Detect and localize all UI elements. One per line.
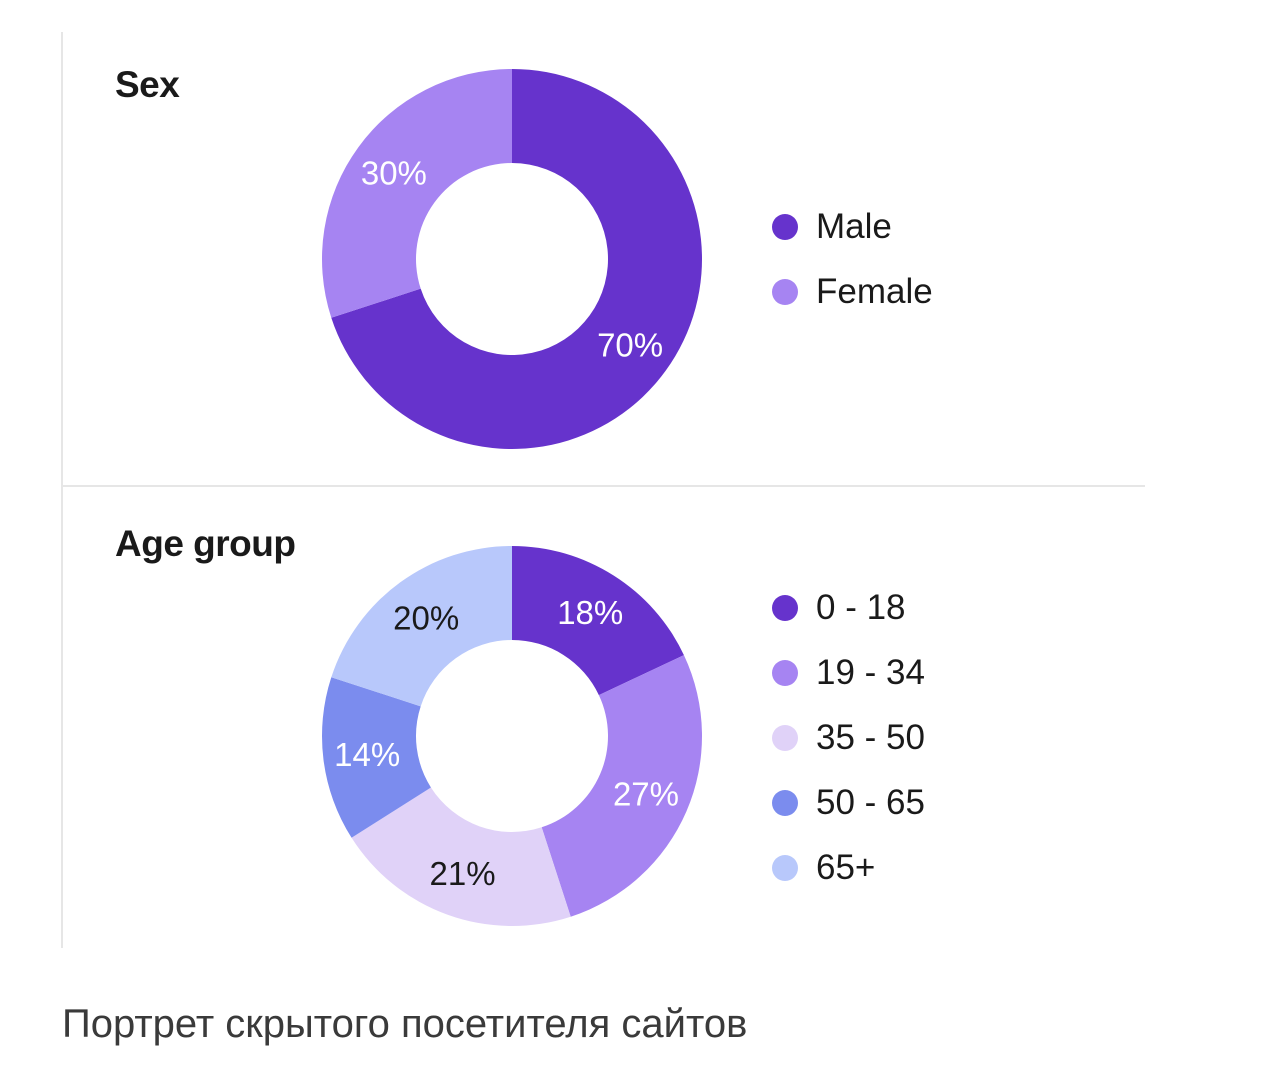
slice-female — [322, 69, 512, 318]
legend-swatch — [772, 278, 798, 305]
legend-swatch — [772, 789, 798, 816]
legend-item-male: Male — [772, 194, 933, 259]
data-label-0-18: 18% — [557, 594, 623, 631]
sex-donut-chart: 70% 30% — [322, 69, 702, 449]
legend-swatch — [772, 213, 798, 240]
legend-label: 65+ — [816, 847, 876, 887]
slice-35-50 — [351, 787, 571, 926]
age-chart-title: Age group — [115, 523, 296, 564]
data-label-female: 30% — [361, 155, 427, 192]
data-label-19-34: 27% — [613, 775, 679, 812]
legend-item-19-34: 19 - 34 — [772, 640, 925, 705]
legend-item-50-65: 50 - 65 — [772, 770, 925, 835]
legend-swatch — [772, 854, 798, 881]
legend-label: 0 - 18 — [816, 587, 906, 627]
slice-19-34 — [541, 655, 702, 917]
age-legend: 0 - 18 19 - 34 35 - 50 50 - 65 65+ — [772, 575, 925, 900]
slice-50-65 — [322, 677, 431, 838]
horizontal-divider — [61, 485, 1145, 487]
slice-65 — [331, 546, 512, 707]
slice-0-18 — [512, 546, 684, 696]
legend-item-female: Female — [772, 259, 933, 324]
legend-swatch — [772, 594, 798, 621]
legend-label: Male — [816, 206, 892, 246]
data-label-35-50: 21% — [430, 855, 496, 892]
legend-swatch — [772, 659, 798, 686]
data-label-50-65: 14% — [334, 736, 400, 773]
legend-item-35-50: 35 - 50 — [772, 705, 925, 770]
legend-swatch — [772, 724, 798, 751]
slice-male — [331, 69, 702, 449]
age-donut-chart: 18% 27% 21% 14% 20% — [322, 546, 702, 926]
data-label-65: 20% — [393, 599, 459, 636]
vertical-divider — [61, 32, 63, 948]
sex-chart-title: Sex — [115, 64, 180, 105]
data-label-male: 70% — [597, 326, 663, 363]
legend-label: Female — [816, 271, 933, 311]
figure-caption: Портрет скрытого посетителя сайтов — [62, 1002, 748, 1046]
sex-legend: Male Female — [772, 194, 933, 324]
legend-item-65: 65+ — [772, 835, 925, 900]
legend-label: 19 - 34 — [816, 652, 925, 692]
legend-label: 35 - 50 — [816, 717, 925, 757]
legend-item-0-18: 0 - 18 — [772, 575, 925, 640]
legend-label: 50 - 65 — [816, 782, 925, 822]
